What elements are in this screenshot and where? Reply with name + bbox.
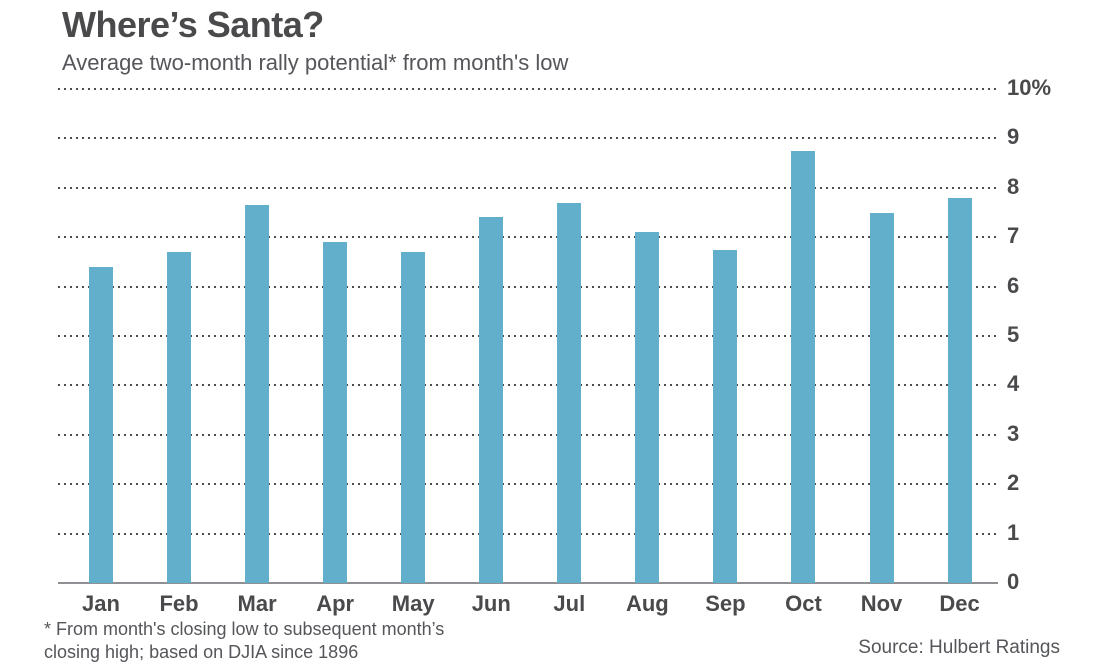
x-tick-label-may: May bbox=[391, 591, 435, 616]
y-tick-label-4: 4 bbox=[1007, 371, 1020, 397]
gridline-8 bbox=[58, 186, 998, 189]
x-tick-label-mar: Mar bbox=[237, 591, 277, 616]
y-tick-label-2: 2 bbox=[1007, 470, 1020, 496]
bar-sep bbox=[713, 249, 738, 583]
gridline-2 bbox=[58, 483, 998, 486]
gridline-3 bbox=[58, 433, 998, 436]
x-tick-label-jun: Jun bbox=[471, 591, 511, 616]
chart-title: Where’s Santa? bbox=[62, 4, 324, 45]
y-tick-label-5: 5 bbox=[1007, 321, 1020, 347]
bar-oct bbox=[791, 150, 816, 583]
bar-apr bbox=[323, 242, 348, 583]
y-tick-label-0: 0 bbox=[1007, 568, 1020, 594]
x-tick-label-apr: Apr bbox=[316, 591, 355, 616]
x-tick-label-jul: Jul bbox=[553, 591, 586, 616]
y-tick-label-10pct: 10% bbox=[1007, 74, 1052, 100]
x-tick-label-sep: Sep bbox=[705, 591, 746, 616]
x-tick-label-dec: Dec bbox=[939, 591, 980, 616]
gridline-9 bbox=[58, 137, 998, 140]
gridline-4 bbox=[58, 384, 998, 387]
x-tick-label-nov: Nov bbox=[860, 591, 903, 616]
bar-jan bbox=[89, 266, 113, 583]
bar-jun bbox=[479, 217, 504, 583]
x-tick-label-jan: Jan bbox=[82, 591, 120, 616]
gridline-6 bbox=[58, 285, 998, 288]
gridline-7 bbox=[58, 236, 998, 239]
x-tick-label-aug: Aug bbox=[625, 591, 669, 616]
bar-feb bbox=[167, 252, 192, 583]
x-tick-label-oct: Oct bbox=[785, 591, 822, 616]
footnote: * From month's closing low to subsequent… bbox=[44, 618, 444, 664]
x-axis-line bbox=[58, 582, 998, 584]
bar-mar bbox=[245, 205, 270, 583]
bar-nov bbox=[869, 212, 894, 583]
source-credit: Source: Hulbert Ratings bbox=[858, 637, 1060, 658]
y-tick-label-7: 7 bbox=[1007, 223, 1020, 249]
footnote-line-2: closing high; based on DJIA since 1896 bbox=[44, 642, 359, 662]
y-tick-label-9: 9 bbox=[1007, 124, 1020, 150]
bar-dec bbox=[947, 197, 972, 583]
footnote-line-1: * From month's closing low to subsequent… bbox=[44, 619, 445, 639]
y-tick-label-6: 6 bbox=[1007, 272, 1020, 298]
x-tick-label-feb: Feb bbox=[159, 591, 199, 616]
y-tick-label-1: 1 bbox=[1007, 519, 1020, 545]
gridline-1 bbox=[58, 532, 998, 535]
bar-jul bbox=[557, 202, 582, 583]
bar-may bbox=[401, 252, 426, 583]
y-tick-label-8: 8 bbox=[1007, 173, 1020, 199]
gridline-5 bbox=[58, 335, 998, 337]
chart-subtitle: Average two-month rally potential* from … bbox=[62, 50, 569, 75]
gridline-10 bbox=[58, 88, 998, 90]
y-tick-label-3: 3 bbox=[1007, 420, 1020, 446]
bar-aug bbox=[635, 232, 660, 583]
